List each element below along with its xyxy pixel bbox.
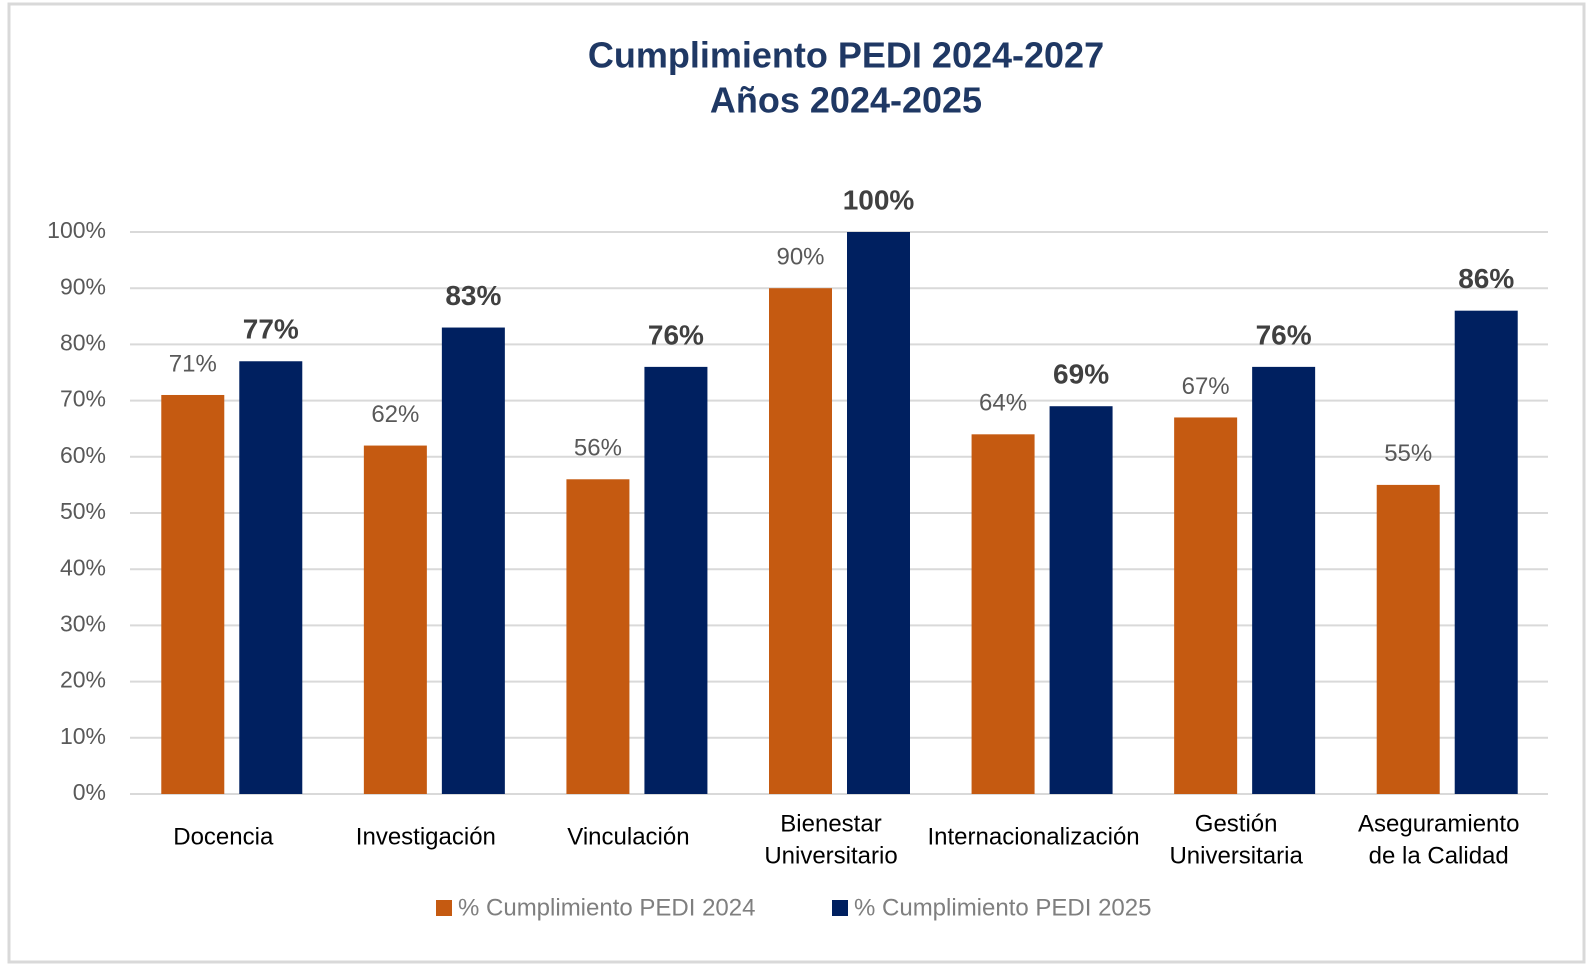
y-tick-label: 100%: [47, 217, 106, 243]
bar: [1049, 406, 1113, 794]
y-tick-label: 20%: [60, 667, 106, 693]
bar: [769, 288, 832, 794]
data-label: 100%: [843, 184, 915, 215]
y-tick-label: 50%: [60, 498, 106, 524]
x-tick-label: Universitario: [764, 842, 897, 869]
bar: [161, 394, 225, 794]
data-label: 83%: [445, 280, 501, 311]
bar: [441, 327, 505, 794]
y-tick-label: 60%: [60, 442, 106, 468]
bar: [1174, 417, 1238, 794]
data-label: 76%: [1256, 319, 1312, 350]
x-tick-label: Aseguramiento: [1358, 810, 1519, 837]
y-tick-label: 40%: [60, 554, 106, 580]
y-tick-label: 90%: [60, 273, 106, 299]
bar: [566, 479, 630, 794]
chart-subtitle: Años 2024-2025: [710, 80, 982, 121]
legend-swatch: [832, 900, 848, 916]
data-label: 76%: [648, 319, 704, 350]
data-label: 56%: [574, 435, 622, 462]
bar: [1252, 366, 1316, 794]
x-tick-label: de la Calidad: [1369, 842, 1509, 869]
y-tick-label: 80%: [60, 329, 106, 355]
data-label: 77%: [243, 314, 299, 345]
legend-label: % Cumplimiento PEDI 2025: [854, 894, 1151, 921]
bar: [971, 434, 1035, 794]
y-tick-label: 70%: [60, 386, 106, 412]
x-tick-label: Vinculación: [567, 823, 689, 850]
bar: [847, 232, 910, 794]
data-label: 86%: [1458, 263, 1514, 294]
bar: [363, 445, 427, 794]
data-label: 69%: [1053, 359, 1109, 390]
y-tick-label: 30%: [60, 610, 106, 636]
data-label: 67%: [1182, 373, 1230, 400]
bar: [1376, 484, 1440, 794]
x-tick-label: Bienestar: [780, 810, 881, 837]
x-tick-label: Internacionalización: [928, 823, 1140, 850]
bar: [1454, 310, 1518, 794]
y-tick-label: 0%: [73, 779, 106, 805]
legend-label: % Cumplimiento PEDI 2024: [458, 894, 755, 921]
chart-title: Cumplimiento PEDI 2024-2027: [588, 35, 1104, 76]
x-tick-label: Docencia: [173, 823, 274, 850]
data-label: 90%: [776, 244, 824, 271]
x-tick-label: Investigación: [356, 823, 496, 850]
x-tick-label: Universitaria: [1169, 842, 1303, 869]
data-label: 64%: [979, 390, 1027, 417]
legend-swatch: [436, 900, 452, 916]
x-tick-label: Gestión: [1195, 810, 1278, 837]
data-label: 71%: [169, 350, 217, 377]
data-label: 62%: [371, 401, 419, 428]
bar: [644, 366, 708, 794]
bar: [239, 361, 303, 794]
data-label: 55%: [1384, 440, 1432, 467]
y-tick-label: 10%: [60, 723, 106, 749]
